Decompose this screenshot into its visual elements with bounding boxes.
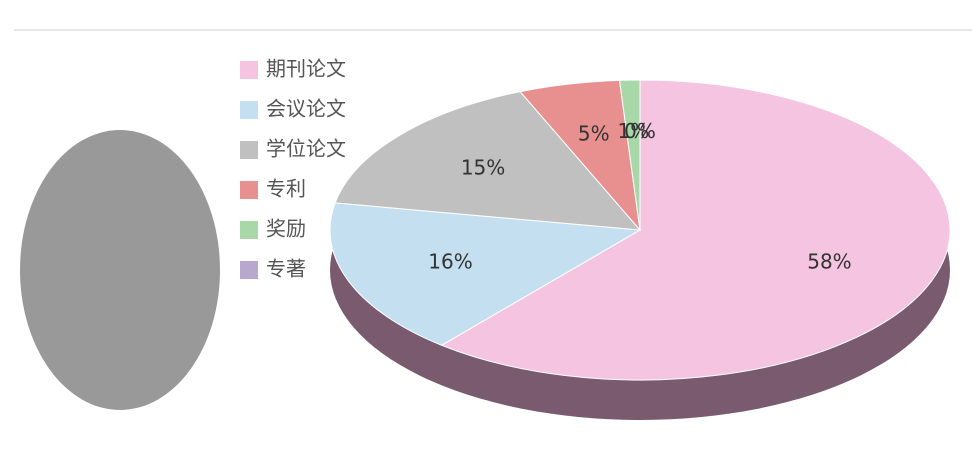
pie-slice bbox=[440, 79, 951, 381]
slice-label: 15% bbox=[461, 155, 505, 179]
slice-label: 5% bbox=[578, 122, 610, 146]
slice-label: 0% bbox=[624, 119, 656, 143]
legend-swatch bbox=[240, 221, 258, 239]
legend-swatch bbox=[240, 141, 258, 159]
pie-slice bbox=[334, 91, 642, 231]
legend-swatch bbox=[240, 61, 258, 79]
slice-label: 16% bbox=[428, 250, 472, 274]
legend-label: 专利 bbox=[266, 177, 306, 201]
slice-label: 1% bbox=[617, 119, 649, 143]
side-pie-shadow bbox=[20, 130, 220, 410]
legend-label: 学位论文 bbox=[266, 137, 346, 161]
legend-swatch bbox=[240, 181, 258, 199]
legend-swatch bbox=[240, 101, 258, 119]
legend-label: 奖励 bbox=[266, 217, 306, 241]
legend-label: 专著 bbox=[266, 257, 306, 281]
legend-label: 会议论文 bbox=[266, 97, 346, 121]
pie-slice bbox=[329, 202, 642, 346]
legend-label: 期刊论文 bbox=[266, 57, 346, 81]
legend-swatch bbox=[240, 261, 258, 279]
slice-label: 58% bbox=[807, 250, 851, 274]
